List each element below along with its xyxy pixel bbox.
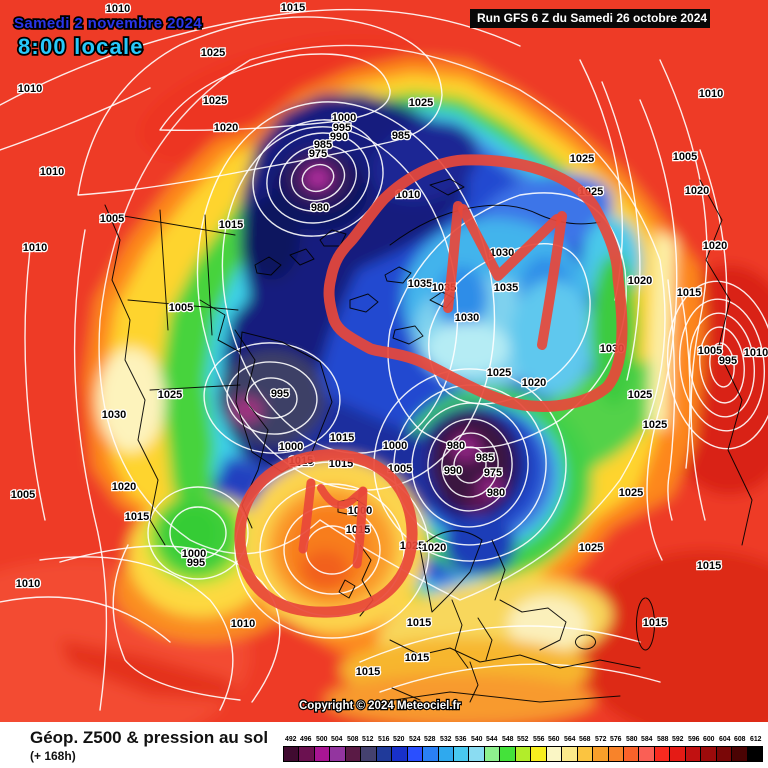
svg-text:1020: 1020 bbox=[112, 481, 136, 493]
svg-text:1025: 1025 bbox=[643, 419, 667, 431]
svg-text:985: 985 bbox=[314, 139, 332, 151]
svg-text:1015: 1015 bbox=[407, 617, 431, 629]
svg-text:1010: 1010 bbox=[40, 166, 64, 178]
svg-text:980: 980 bbox=[311, 202, 329, 214]
svg-text:1005: 1005 bbox=[169, 302, 193, 314]
svg-text:1035: 1035 bbox=[408, 278, 432, 290]
svg-text:1030: 1030 bbox=[490, 247, 514, 259]
svg-text:1035: 1035 bbox=[494, 282, 518, 294]
svg-text:1025: 1025 bbox=[409, 97, 433, 109]
svg-text:1025: 1025 bbox=[158, 389, 182, 401]
svg-text:1025: 1025 bbox=[570, 153, 594, 165]
svg-text:1025: 1025 bbox=[203, 95, 227, 107]
svg-text:975: 975 bbox=[309, 148, 327, 160]
svg-text:1005: 1005 bbox=[673, 151, 697, 163]
svg-text:1010: 1010 bbox=[699, 88, 723, 100]
svg-text:1015: 1015 bbox=[125, 511, 149, 523]
svg-text:1030: 1030 bbox=[102, 409, 126, 421]
svg-text:1010: 1010 bbox=[744, 347, 768, 359]
svg-text:1015: 1015 bbox=[677, 287, 701, 299]
svg-text:995: 995 bbox=[187, 557, 205, 569]
svg-text:990: 990 bbox=[444, 465, 462, 477]
svg-text:1025: 1025 bbox=[619, 487, 643, 499]
svg-text:1020: 1020 bbox=[628, 275, 652, 287]
svg-text:1000: 1000 bbox=[182, 548, 206, 560]
svg-text:995: 995 bbox=[719, 355, 737, 367]
svg-text:1005: 1005 bbox=[11, 489, 35, 501]
svg-text:1025: 1025 bbox=[487, 367, 511, 379]
svg-text:980: 980 bbox=[487, 487, 505, 499]
svg-text:1010: 1010 bbox=[396, 189, 420, 201]
svg-text:1010: 1010 bbox=[231, 618, 255, 630]
svg-text:Samedi 2 novembre 2024: Samedi 2 novembre 2024 bbox=[14, 15, 202, 32]
svg-text:1015: 1015 bbox=[330, 432, 354, 444]
svg-text:975: 975 bbox=[484, 467, 502, 479]
svg-text:1015: 1015 bbox=[356, 666, 380, 678]
svg-text:1025: 1025 bbox=[628, 389, 652, 401]
svg-text:985: 985 bbox=[476, 452, 494, 464]
svg-text:1020: 1020 bbox=[422, 542, 446, 554]
svg-text:1015: 1015 bbox=[281, 2, 305, 14]
svg-text:995: 995 bbox=[271, 388, 289, 400]
svg-text:1020: 1020 bbox=[685, 185, 709, 197]
svg-text:1010: 1010 bbox=[23, 242, 47, 254]
svg-text:990: 990 bbox=[330, 131, 348, 143]
svg-text:985: 985 bbox=[392, 130, 410, 142]
svg-text:1010: 1010 bbox=[106, 3, 130, 15]
svg-text:1015: 1015 bbox=[405, 652, 429, 664]
svg-text:1025: 1025 bbox=[579, 542, 603, 554]
svg-text:1005: 1005 bbox=[698, 345, 722, 357]
svg-text:1010: 1010 bbox=[16, 578, 40, 590]
svg-text:1020: 1020 bbox=[703, 240, 727, 252]
svg-text:980: 980 bbox=[447, 440, 465, 452]
svg-text:1020: 1020 bbox=[522, 377, 546, 389]
svg-text:1010: 1010 bbox=[18, 83, 42, 95]
svg-text:Copyright © 2024 Meteociel.fr: Copyright © 2024 Meteociel.fr bbox=[299, 700, 461, 712]
svg-text:1000: 1000 bbox=[383, 440, 407, 452]
svg-text:1015: 1015 bbox=[697, 560, 721, 572]
svg-text:1025: 1025 bbox=[201, 47, 225, 59]
svg-text:1000: 1000 bbox=[279, 441, 303, 453]
svg-text:995: 995 bbox=[333, 122, 351, 134]
svg-text:1030: 1030 bbox=[455, 312, 479, 324]
svg-text:1000: 1000 bbox=[332, 112, 356, 124]
svg-text:1020: 1020 bbox=[214, 122, 238, 134]
svg-text:1015: 1015 bbox=[219, 219, 243, 231]
svg-text:8:00 locale: 8:00 locale bbox=[18, 34, 144, 59]
svg-text:1015: 1015 bbox=[643, 617, 667, 629]
svg-text:1005: 1005 bbox=[100, 213, 124, 225]
